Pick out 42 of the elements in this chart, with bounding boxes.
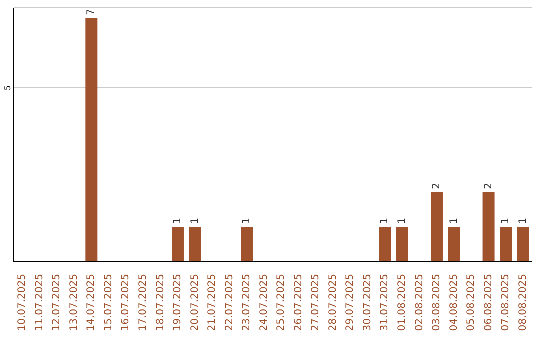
x-tick-label: 03.08.2025 xyxy=(432,274,443,332)
data-label: 2 xyxy=(431,183,442,190)
data-label: 1 xyxy=(518,218,529,224)
x-tick-label: 20.07.2025 xyxy=(190,274,201,332)
x-tick-label: 10.07.2025 xyxy=(17,274,28,332)
x-tick-label: 16.07.2025 xyxy=(120,274,132,332)
x-tick-label: 13.07.2025 xyxy=(68,274,80,332)
x-tick-label: 23.07.2025 xyxy=(242,274,253,332)
x-tick-label: 24.07.2025 xyxy=(258,274,270,332)
x-tick-label: 31.07.2025 xyxy=(380,274,391,332)
x-tick-label: 22.07.2025 xyxy=(224,274,236,332)
x-tick-label: 14.07.2025 xyxy=(86,274,98,332)
x-tick-label: 26.07.2025 xyxy=(293,274,304,332)
x-tick-label: 29.07.2025 xyxy=(345,274,356,332)
data-label: 1 xyxy=(380,218,391,224)
data-label: 2 xyxy=(483,183,494,190)
data-label: 1 xyxy=(500,218,512,224)
data-label: 1 xyxy=(448,218,460,224)
x-tick-label: 27.07.2025 xyxy=(310,274,322,332)
x-tick-label: 30.07.2025 xyxy=(362,274,374,332)
x-tick-label: 12.07.2025 xyxy=(52,274,63,332)
x-tick-label: 18.07.2025 xyxy=(155,274,166,332)
x-tick-label: 17.07.2025 xyxy=(138,274,149,332)
data-label: 1 xyxy=(396,218,408,224)
x-tick-label: 19.07.2025 xyxy=(172,274,184,332)
x-tick-label: 11.07.2025 xyxy=(34,274,46,332)
x-tick-label: 07.08.2025 xyxy=(500,274,512,332)
data-label: 1 xyxy=(172,218,184,224)
x-tick-label: 15.07.2025 xyxy=(103,274,114,332)
x-tick-label: 04.08.2025 xyxy=(448,274,460,332)
data-label: 1 xyxy=(190,218,201,224)
x-tick-label: 21.07.2025 xyxy=(207,274,218,332)
x-tick-label: 28.07.2025 xyxy=(328,274,339,332)
x-tick-label: 06.08.2025 xyxy=(483,274,494,332)
x-tick-label: 05.08.2025 xyxy=(466,274,478,332)
x-tick-label: 01.08.2025 xyxy=(397,274,408,332)
x-tick-label: 25.07.2025 xyxy=(276,274,288,332)
data-label: 7 xyxy=(86,9,98,16)
x-tick-label: 02.08.2025 xyxy=(414,274,426,332)
data-label: 1 xyxy=(242,218,253,224)
x-tick-label: 08.08.2025 xyxy=(518,274,529,332)
y-tick-label: 5 xyxy=(4,85,12,91)
